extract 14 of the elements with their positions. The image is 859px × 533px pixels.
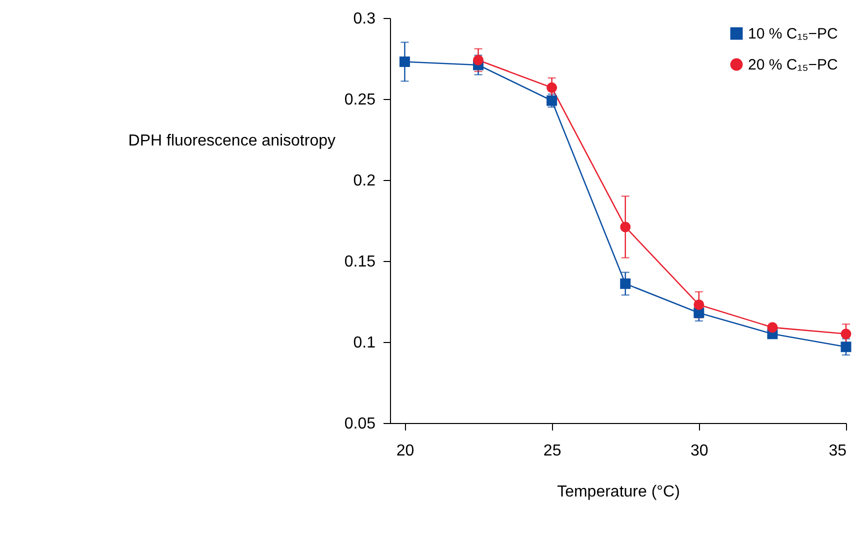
y-tick-label: 0.25 xyxy=(344,92,376,108)
x-tick-label: 20 xyxy=(396,442,414,460)
y-tick-label: 0.1 xyxy=(353,334,376,352)
y-tick-label: 0.05 xyxy=(344,416,376,432)
x-tick-label: 35 xyxy=(828,442,847,460)
x-tick-label: 25 xyxy=(543,442,562,460)
legend-label: 10 % C₁₅−PC xyxy=(748,26,838,42)
legend-label: 20 % C₁₅−PC xyxy=(748,56,838,74)
y-tick-label: 0.2 xyxy=(353,172,376,190)
y-tick-label: 0.3 xyxy=(353,10,376,28)
x-tick-label: 30 xyxy=(690,442,708,460)
y-tick-label: 0.15 xyxy=(344,254,376,270)
x-axis-title: Temperature (°C) xyxy=(557,484,680,500)
y-axis-title: DPH fluorescence anisotropy xyxy=(128,132,336,150)
